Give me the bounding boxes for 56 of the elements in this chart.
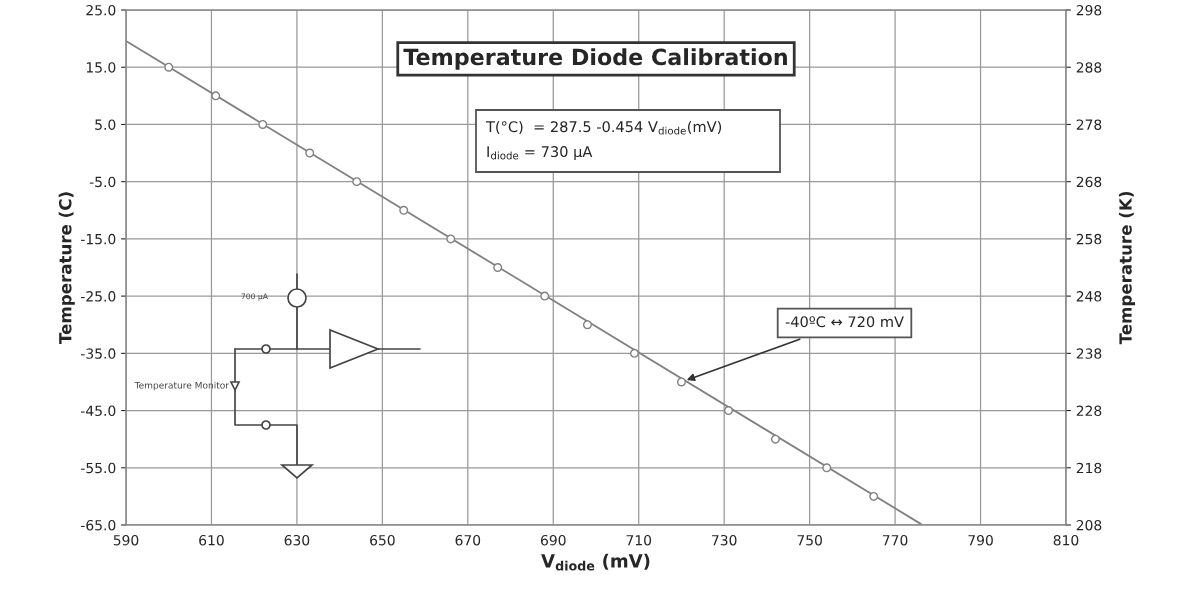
x-tick-label: 790 (968, 534, 993, 546)
point (582, 320, 592, 330)
y2-tick-label: 228 (1076, 405, 1102, 417)
y-tick-label: -35.0 (81, 348, 116, 359)
point (540, 291, 550, 301)
y-tick-label: -25.0 (81, 291, 116, 302)
x-tick-label: 590 (113, 534, 139, 546)
annotation: Temperature Monitor (134, 381, 229, 391)
point (446, 234, 456, 244)
point (822, 463, 832, 473)
x-tick-label: 810 (1053, 534, 1079, 546)
y2-axis-title: Temperature (K) (1118, 192, 1136, 345)
x-tick-label: 650 (370, 534, 395, 546)
point (211, 91, 221, 101)
y2-tick-label: 258 (1076, 233, 1102, 245)
x-tick-label: 630 (284, 534, 310, 546)
point (164, 62, 174, 72)
y2-tick-label: 238 (1076, 348, 1102, 359)
x-axis-title: V$_{diode}$ (mV) (541, 553, 650, 571)
y-tick-label: -55.0 (81, 462, 116, 474)
point (399, 205, 409, 215)
annotation: -40ºC ↔ 720 mV (785, 316, 904, 328)
point (258, 119, 268, 129)
point (493, 263, 503, 272)
y2-tick-label: 208 (1076, 519, 1102, 531)
x-tick-label: 750 (797, 534, 822, 546)
y-axis-title: Temperature (C) (58, 192, 75, 344)
annotation: I$_{diode}$ = 730 µA (487, 146, 593, 160)
y2-tick-label: 268 (1076, 176, 1102, 188)
point (723, 406, 733, 416)
annotation: T(°C) = 287.5 -0.454 V$_{diode}$(mV) (485, 120, 722, 135)
point (352, 177, 362, 187)
y-tick-label: -15.0 (81, 233, 116, 245)
y-tick-label: -65.0 (81, 519, 116, 531)
x-tick-label: 610 (199, 534, 224, 546)
x-tick-label: 730 (712, 534, 737, 546)
point (770, 434, 780, 444)
y2-tick-label: 218 (1076, 462, 1102, 474)
y2-tick-label: 298 (1076, 4, 1102, 16)
y2-tick-label: 288 (1076, 62, 1102, 73)
y2-tick-label: 248 (1076, 291, 1102, 302)
x-tick-label: 690 (540, 534, 566, 546)
x-tick-label: 770 (882, 534, 908, 546)
y-tick-label: 25.0 (86, 4, 116, 16)
y-tick-label: 15.0 (86, 62, 116, 73)
y-tick-label: 5.0 (95, 119, 116, 130)
text: Temperature Diode Calibration (403, 48, 787, 70)
y-tick-label: -5.0 (89, 176, 116, 188)
point (869, 491, 879, 501)
point (629, 348, 639, 358)
y2-tick-label: 278 (1076, 119, 1102, 130)
point (676, 377, 686, 387)
point (305, 148, 315, 158)
x-tick-label: 710 (626, 534, 652, 546)
y-tick-label: -45.0 (81, 405, 116, 417)
x-tick-label: 670 (455, 534, 481, 546)
